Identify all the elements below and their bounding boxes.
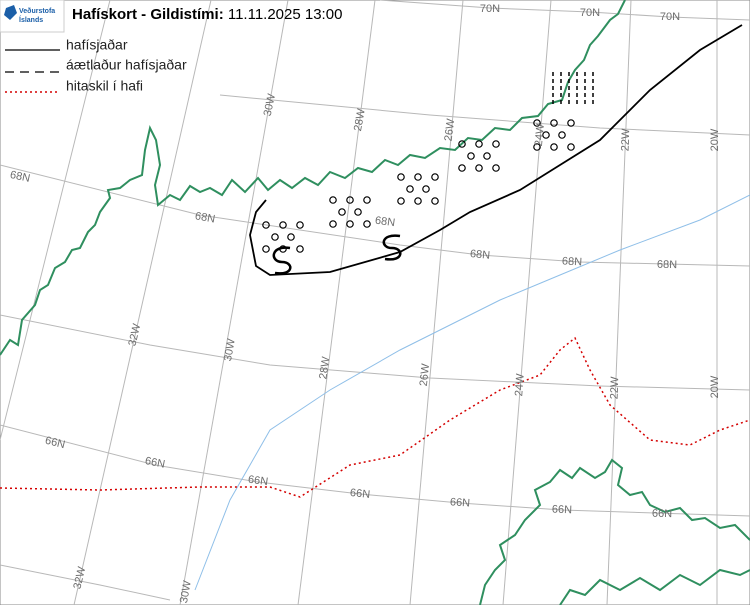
blue-line xyxy=(194,194,750,591)
logo-text: Veðurstofa xyxy=(19,7,55,15)
ocean-front xyxy=(0,336,750,498)
greenland-coast xyxy=(0,0,626,356)
logo: Veðurstofa Íslands xyxy=(0,0,65,33)
ice-symbol xyxy=(338,208,346,216)
grid-label: 68N xyxy=(469,248,490,262)
grid-label: 66N xyxy=(349,487,370,501)
grid-label: 26W xyxy=(443,117,458,142)
grid-label: 70N xyxy=(580,7,600,19)
ice-symbol xyxy=(279,221,287,229)
ice-symbol xyxy=(567,119,575,127)
ice-symbol xyxy=(363,220,371,228)
ice-symbol xyxy=(406,185,414,193)
logo-text: Íslands xyxy=(19,15,43,24)
grid-labels: 70N 70N 70N 30W 28W 26W 24W 22W 20W 68N … xyxy=(9,3,721,604)
grid-label: 22W xyxy=(620,128,633,152)
legend: hafísjaðar áætlaður hafísjaðar hitaskil … xyxy=(5,37,187,94)
grid-label: 68N xyxy=(194,210,216,225)
grid-label: 30W xyxy=(262,92,279,117)
ice-symbol xyxy=(475,164,483,172)
grid-label: 24W xyxy=(533,123,547,147)
ice-symbol xyxy=(414,197,422,205)
grid-label: 32W xyxy=(127,322,144,347)
ice-symbol xyxy=(271,233,279,241)
ice-symbol xyxy=(492,140,500,148)
grid-label: 66N xyxy=(552,504,573,517)
ice-symbol xyxy=(458,164,466,172)
grid-label: 22W xyxy=(609,376,622,400)
ice-symbol xyxy=(397,173,405,181)
ice-symbol xyxy=(279,245,287,253)
ice-symbol xyxy=(533,119,541,127)
ice-symbol xyxy=(329,220,337,228)
grid-label: 66N xyxy=(652,508,672,520)
ice-symbol xyxy=(458,140,466,148)
ice-symbol xyxy=(550,119,558,127)
grid-label: 30W xyxy=(178,579,194,604)
grid-label: 30W xyxy=(222,337,238,362)
ice-symbol xyxy=(431,197,439,205)
ice-edge xyxy=(249,24,743,276)
grid-label: 68N xyxy=(562,255,583,268)
valid-time: 11.11.2025 13:00 xyxy=(228,6,343,23)
ice-symbol xyxy=(287,233,295,241)
ice-symbol xyxy=(346,220,354,228)
grid-label: 68N xyxy=(657,259,677,271)
ice-symbol xyxy=(431,173,439,181)
grid-label: 24W xyxy=(513,373,527,397)
grid-label: 66N xyxy=(247,474,269,489)
ice-symbol xyxy=(329,196,337,204)
grid-label: 20W xyxy=(709,128,721,151)
ice-symbol xyxy=(492,164,500,172)
ice-symbol xyxy=(296,221,304,229)
grid-label: 32W xyxy=(72,565,89,590)
title-label: Hafískort - Gildistími: xyxy=(72,6,224,23)
ice-symbol xyxy=(533,143,541,151)
ice-symbol xyxy=(262,221,270,229)
grid-label: 66N xyxy=(44,435,67,452)
ice-symbol xyxy=(414,173,422,181)
ice-symbol xyxy=(542,131,550,139)
ice-symbol xyxy=(346,196,354,204)
iceland-coast xyxy=(479,458,750,606)
ice-symbol xyxy=(558,131,566,139)
title: Hafískort - Gildistími: 11.11.2025 13:00 xyxy=(72,6,342,23)
grid-label: 68N xyxy=(374,215,396,230)
grid-label: 66N xyxy=(450,496,471,509)
ice-symbol xyxy=(422,185,430,193)
ice-symbol xyxy=(363,196,371,204)
ice-symbol xyxy=(475,140,483,148)
grid-label: 20W xyxy=(709,375,721,398)
ice-symbol xyxy=(550,143,558,151)
ice-symbol xyxy=(296,245,304,253)
ice-symbol xyxy=(567,143,575,151)
ice-symbol xyxy=(354,208,362,216)
legend-label: hitaskil í hafi xyxy=(66,78,143,94)
grid-label: 28W xyxy=(317,355,332,380)
ice-symbol xyxy=(467,152,475,160)
grid-label: 68N xyxy=(9,169,31,185)
ice-symbol xyxy=(262,245,270,253)
grid-label: 70N xyxy=(660,11,680,23)
ice-symbols xyxy=(262,72,594,275)
grid-label: 70N xyxy=(480,3,500,15)
legend-label: hafísjaðar xyxy=(66,37,128,53)
grid-label: 28W xyxy=(352,107,368,132)
legend-label: áætlaður hafísjaðar xyxy=(66,57,187,73)
grid-label: 26W xyxy=(418,363,432,387)
ice-symbol xyxy=(483,152,491,160)
ice-symbol xyxy=(397,197,405,205)
grid-label: 66N xyxy=(144,455,166,471)
